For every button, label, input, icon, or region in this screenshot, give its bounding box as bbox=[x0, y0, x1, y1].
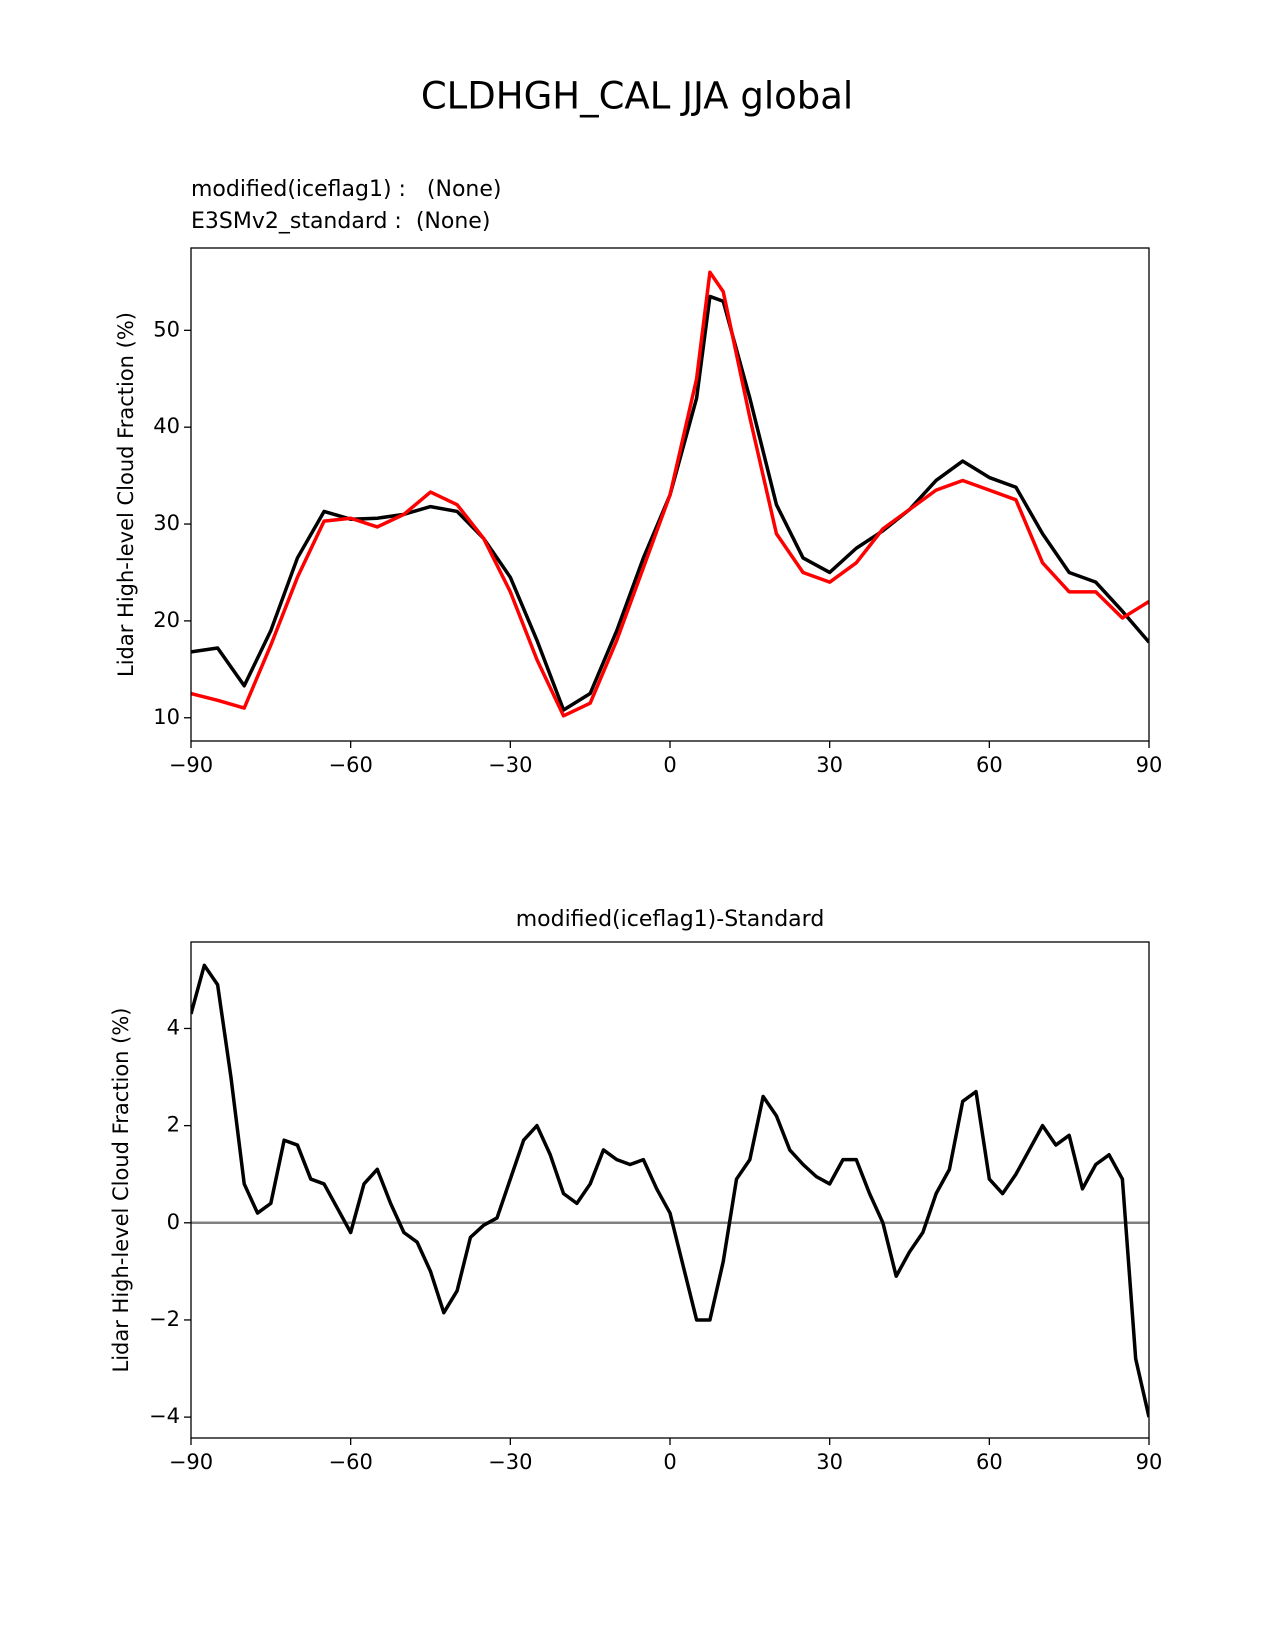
x-tick-label: 90 bbox=[1136, 753, 1163, 777]
legend-label: modified(iceflag1) : (None) bbox=[191, 177, 501, 202]
legend-label: E3SMv2_standard : (None) bbox=[191, 209, 490, 234]
x-tick-label: −90 bbox=[169, 1450, 213, 1474]
y-tick-label: −4 bbox=[149, 1404, 180, 1428]
x-tick-label: 30 bbox=[816, 1450, 843, 1474]
x-tick-label: −30 bbox=[488, 1450, 532, 1474]
y-axis-label: Lidar High-level Cloud Fraction (%) bbox=[109, 1008, 133, 1373]
x-tick-label: 0 bbox=[663, 1450, 676, 1474]
y-tick-label: 40 bbox=[153, 414, 180, 438]
data-line bbox=[191, 270, 1149, 718]
x-tick-label: −60 bbox=[329, 753, 373, 777]
x-tick-label: −60 bbox=[329, 1450, 373, 1474]
x-tick-label: 60 bbox=[976, 1450, 1003, 1474]
y-tick-label: 30 bbox=[153, 511, 180, 535]
x-tick-label: −90 bbox=[169, 753, 213, 777]
axes-frame bbox=[190, 941, 1150, 1439]
y-tick-label: 50 bbox=[153, 317, 180, 341]
y-tick-label: 10 bbox=[153, 705, 180, 729]
axes-frame bbox=[190, 247, 1150, 742]
x-tick-label: 90 bbox=[1136, 1450, 1163, 1474]
y-tick-label: 0 bbox=[167, 1210, 180, 1234]
data-line bbox=[191, 963, 1149, 1418]
y-tick-label: 2 bbox=[167, 1113, 180, 1137]
x-tick-label: 60 bbox=[976, 753, 1003, 777]
y-tick-label: 20 bbox=[153, 608, 180, 632]
subplot-title: modified(iceflag1)-Standard bbox=[516, 907, 825, 932]
data-line bbox=[191, 294, 1149, 712]
y-tick-label: 4 bbox=[167, 1015, 180, 1039]
x-tick-label: −30 bbox=[488, 753, 532, 777]
figure-title: CLDHGH_CAL JJA global bbox=[421, 75, 853, 118]
x-tick-label: 0 bbox=[663, 753, 676, 777]
y-tick-label: −2 bbox=[149, 1307, 180, 1331]
x-tick-label: 30 bbox=[816, 753, 843, 777]
y-axis-label: Lidar High-level Cloud Fraction (%) bbox=[114, 312, 138, 677]
